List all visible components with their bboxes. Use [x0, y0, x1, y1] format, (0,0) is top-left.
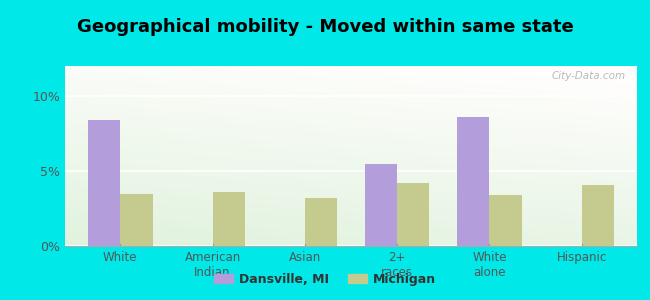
Bar	[365, 164, 397, 246]
Bar	[582, 184, 614, 246]
Bar	[120, 194, 153, 246]
Bar	[88, 120, 120, 246]
Legend: Dansville, MI, Michigan: Dansville, MI, Michigan	[209, 268, 441, 291]
Bar	[305, 198, 337, 246]
Bar	[457, 117, 489, 246]
Bar	[397, 183, 430, 246]
Bar	[489, 195, 522, 246]
Text: City-Data.com: City-Data.com	[551, 71, 625, 81]
Text: Geographical mobility - Moved within same state: Geographical mobility - Moved within sam…	[77, 18, 573, 36]
Bar	[213, 192, 245, 246]
